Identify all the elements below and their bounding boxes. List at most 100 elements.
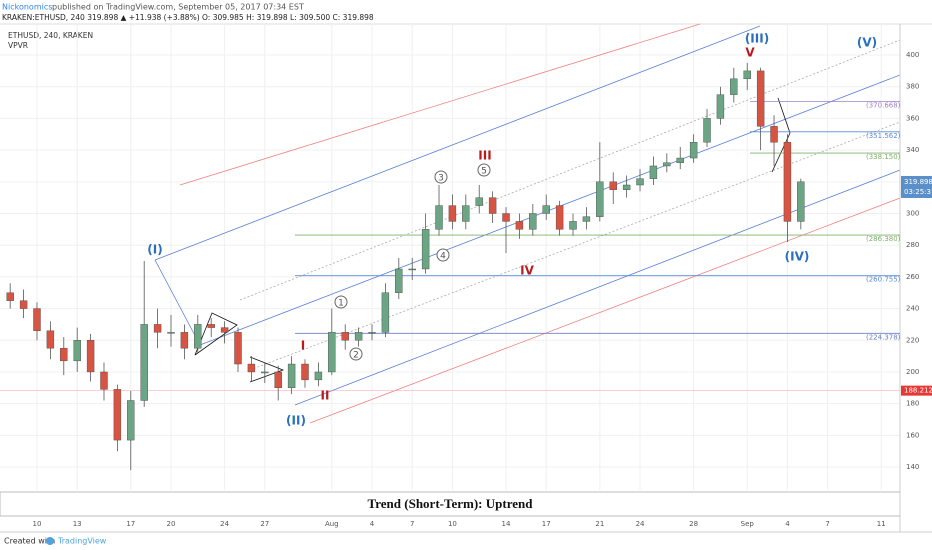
y-tick-label: 280 — [906, 241, 919, 249]
candle-body — [341, 332, 349, 341]
author: Nickonomics — [2, 3, 52, 12]
candle-body — [689, 142, 698, 159]
candle-body — [515, 221, 524, 230]
channel-line — [179, 23, 701, 186]
candle-body — [381, 292, 390, 333]
symbol: ETHUSD, 240, KRAKEN — [8, 31, 93, 40]
y-tick-label: 400 — [906, 51, 919, 59]
x-tick-label: 27 — [260, 520, 269, 528]
triangle — [194, 312, 238, 356]
wave-label: (III) — [745, 32, 769, 46]
wave-label: V — [745, 46, 755, 60]
candle-body — [127, 400, 135, 441]
candle-body — [663, 162, 671, 167]
level-label: (351.562) — [866, 132, 901, 140]
candle-body — [555, 205, 564, 230]
candle-body — [529, 213, 537, 230]
candle-body — [569, 221, 577, 230]
candle-body — [354, 332, 363, 341]
wave-circle — [334, 295, 348, 309]
candle-body — [622, 184, 631, 190]
candle-body — [502, 213, 510, 222]
candle-body — [448, 205, 457, 222]
candle-body — [676, 157, 684, 164]
x-tick-label: 10 — [448, 520, 457, 528]
candle-body — [703, 118, 711, 143]
triangle — [771, 97, 791, 173]
x-tick-label: 24 — [636, 520, 645, 528]
candle-body — [797, 181, 805, 222]
wave-label: (IV) — [785, 250, 810, 264]
countdown-label: 03:25:31 — [904, 188, 932, 196]
candle-body — [435, 205, 443, 230]
y-tick-label: 300 — [906, 210, 919, 218]
candle-body — [636, 178, 644, 186]
published: published on TradingView.com, September … — [52, 3, 304, 12]
wave-label: (V) — [857, 36, 877, 50]
wave-label: (I) — [147, 243, 162, 257]
y-tick-label: 220 — [906, 336, 919, 344]
channels — [154, 23, 901, 424]
x-tick-label: 20 — [167, 520, 176, 528]
wave-label: 2 — [353, 351, 359, 361]
y-tick-label: 240 — [906, 305, 919, 313]
marked-price-tag — [901, 385, 932, 396]
banner-box — [0, 491, 901, 517]
x-tick-label: 17 — [126, 520, 135, 528]
channel-line — [199, 74, 901, 346]
candle-body — [73, 340, 81, 362]
channel-line — [309, 197, 901, 424]
y-tick-label: 260 — [906, 273, 919, 281]
footer-brand: TradingView — [57, 537, 107, 546]
candle-body — [475, 197, 483, 206]
candle-body — [234, 332, 242, 365]
x-tick-label: Sep — [741, 520, 755, 528]
candle-body — [153, 324, 162, 333]
candle-body — [220, 327, 229, 333]
x-tick-label: 10 — [33, 520, 42, 528]
candle-body — [167, 332, 175, 334]
y-tick-label: 180 — [906, 400, 919, 408]
x-tick-label: 7 — [410, 520, 414, 528]
channel-line — [154, 25, 761, 261]
triangle — [249, 356, 285, 383]
level-label: (224.378) — [866, 333, 901, 341]
wave-label: II — [321, 389, 330, 403]
wave-label: III — [478, 149, 491, 163]
candle-body — [6, 292, 14, 301]
candle-body — [86, 340, 95, 373]
wave-circle — [349, 347, 363, 361]
level-label: (370.668) — [866, 102, 901, 110]
banner: Trend (Short-Term): Uptrend — [368, 496, 534, 511]
wave-circle — [434, 170, 448, 184]
last-price-tag — [901, 175, 932, 198]
x-tick-label: 21 — [595, 520, 604, 528]
candle-body — [140, 324, 148, 401]
y-tick-label: 200 — [906, 368, 919, 376]
candle-body — [60, 347, 68, 362]
candle-body — [301, 363, 309, 381]
wave-label: 4 — [440, 252, 446, 262]
candle-body — [274, 371, 282, 389]
candle-body — [180, 332, 189, 349]
candle-body — [33, 308, 41, 331]
wave-label: 3 — [438, 174, 444, 184]
candle-body — [395, 268, 403, 293]
y-tick-label: 360 — [906, 114, 919, 122]
x-tick-label: Aug — [325, 520, 339, 528]
candle-body — [649, 165, 658, 179]
x-tick-label: 4 — [785, 520, 790, 528]
level-label: (260.755) — [866, 276, 901, 284]
quote: KRAKEN:ETHUSD, 240 319.898 ▲ +11.938 (+3… — [2, 13, 374, 22]
candle-body — [596, 181, 604, 217]
candle-body — [488, 197, 497, 214]
level-label: (286.380) — [866, 235, 901, 243]
y-tick-label: 340 — [906, 146, 919, 154]
candle-body — [328, 332, 336, 373]
wave-label: I — [301, 339, 305, 353]
indicator: VPVR — [8, 41, 28, 50]
x-tick-label: 11 — [877, 520, 886, 528]
candle-body — [421, 229, 430, 270]
candle-body — [247, 363, 256, 373]
